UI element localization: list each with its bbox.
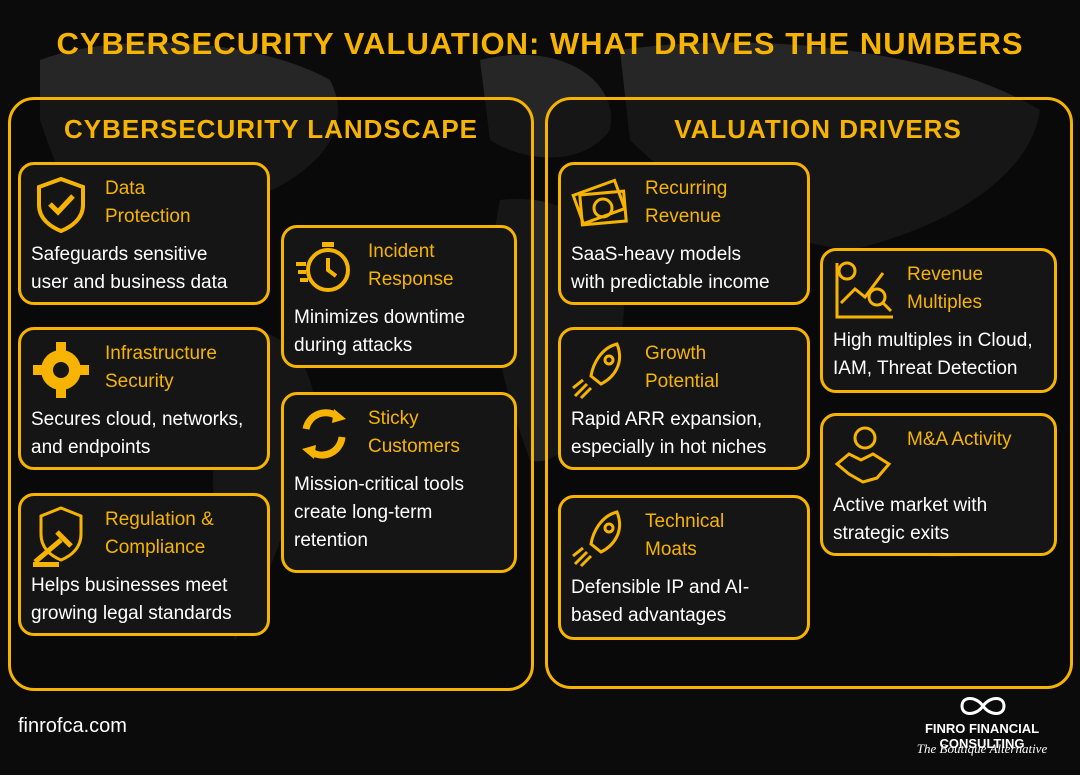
card-text: based advantages — [571, 605, 727, 626]
card-text: Defensible IP and AI- — [571, 577, 750, 598]
card-title: Incident — [368, 241, 435, 262]
card-title: Growth — [645, 343, 707, 364]
card-title: Data — [105, 178, 146, 199]
website: finrofca.com — [18, 715, 127, 737]
card: Growth Potential Rapid ARR expansion, espec… — [558, 327, 810, 470]
card-icon — [834, 426, 892, 484]
card: Incident Response Minimizes downtime during… — [281, 225, 517, 368]
card-text: IAM, Threat Detection — [833, 358, 1018, 379]
card-text: SaaS-heavy models — [571, 244, 742, 265]
card-title: Technical — [645, 511, 725, 532]
card-icon — [571, 178, 628, 227]
card: Infrastructure Security Secures cloud, net… — [18, 327, 270, 470]
card-text: Secures cloud, networks, — [31, 409, 244, 430]
card-text: growing legal standards — [31, 603, 232, 624]
card-text: Mission-critical tools — [294, 474, 464, 495]
card-text: Active market with — [833, 495, 988, 516]
card-title: Recurring — [645, 178, 728, 199]
panel-title: VALUATION DRIVERS — [674, 114, 962, 144]
card-icon — [296, 242, 350, 292]
card-icon — [835, 261, 893, 319]
card-title: Protection — [105, 206, 191, 227]
card-text: Rapid ARR expansion, — [571, 409, 763, 430]
brand-name: FINRO FINANCIAL CONSULTING — [924, 721, 1040, 751]
panel-title: CYBERSECURITY LANDSCAPE — [63, 114, 478, 144]
card-text: especially in hot niches — [571, 437, 767, 458]
card-title: Moats — [645, 539, 697, 560]
card-text: Safeguards sensitive — [31, 244, 208, 265]
card-icon — [33, 342, 89, 398]
card-title: Security — [105, 371, 174, 392]
card: Recurring Revenue SaaS-heavy models with pr… — [558, 162, 810, 305]
card-text: with predictable income — [571, 272, 770, 293]
card-title: Compliance — [105, 537, 206, 558]
card-title: Revenue — [645, 206, 722, 227]
card: Technical Moats Defensible IP and AI-based… — [558, 495, 810, 640]
card-text: during attacks — [294, 335, 413, 356]
brand-tagline: The Boutique Alternative — [916, 741, 1048, 756]
card-icon — [302, 409, 346, 459]
card-icon — [572, 510, 622, 568]
card-icon — [572, 342, 622, 400]
card-text: Helps businesses meet — [31, 575, 228, 596]
card-icon — [37, 176, 85, 234]
card-text: create long-term — [294, 502, 433, 523]
card: Data Protection Safeguards sensitive user a… — [18, 162, 270, 305]
card-title: Regulation & — [105, 509, 214, 530]
card-text: Minimizes downtime — [294, 307, 466, 328]
card-title: Sticky — [368, 408, 419, 429]
page-title: CYBERSECURITY VALUATION: WHAT DRIVES THE… — [56, 26, 1024, 61]
card-title: Response — [368, 269, 454, 290]
card-title: Potential — [645, 371, 719, 392]
card-title: Customers — [368, 436, 460, 457]
card-text: user and business data — [31, 272, 228, 293]
card: M&A Activity Active market with strategic … — [820, 413, 1057, 556]
card-title: M&A Activity — [907, 429, 1012, 450]
card-text: High multiples in Cloud, — [833, 330, 1033, 351]
card: Revenue Multiples High multiples in Cloud,… — [820, 248, 1057, 393]
card-text: strategic exits — [833, 523, 950, 544]
brand-logo — [960, 697, 1006, 715]
card-text: retention — [294, 530, 368, 551]
card: Sticky Customers Mission-critical tools cre… — [281, 392, 517, 573]
card-text: and endpoints — [31, 437, 151, 458]
card-title: Infrastructure — [105, 343, 217, 364]
card: Regulation & Compliance Helps businesses m… — [18, 493, 270, 636]
card-title: Multiples — [907, 292, 982, 313]
card-title: Revenue — [907, 264, 984, 285]
card-icon — [33, 506, 83, 567]
